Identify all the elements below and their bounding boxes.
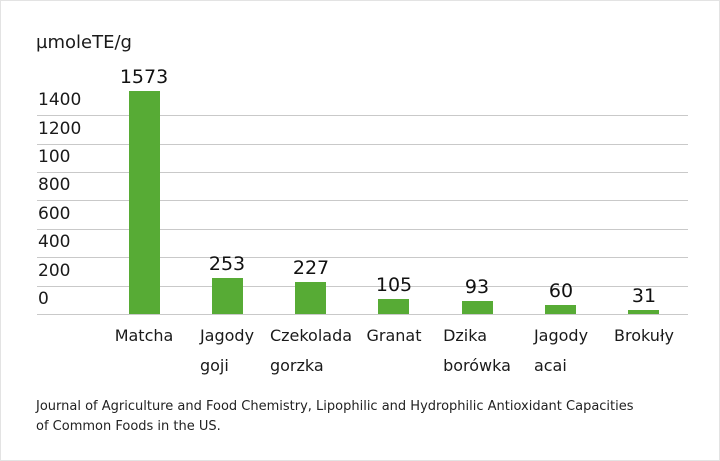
- y-axis-tick-label: 200: [38, 261, 71, 281]
- x-axis-category-label: Brokuły: [614, 321, 674, 351]
- bar-dzika-bor-wka: [462, 301, 493, 314]
- gridline: [37, 286, 688, 287]
- x-axis-category-label-line: Czekolada: [269, 326, 353, 345]
- bar-value-label: 60: [548, 280, 574, 302]
- bar-value-label: 227: [292, 257, 330, 279]
- bar-value-label: 31: [631, 285, 657, 307]
- y-axis-tick-label: 1200: [38, 119, 82, 139]
- x-axis-category-label-line: Jagody: [199, 326, 255, 345]
- x-axis-category-label-line: Matcha: [114, 326, 174, 345]
- gridline: [37, 144, 688, 145]
- bar-jagody-acai: [545, 305, 576, 314]
- bar-value-label: 93: [464, 276, 490, 298]
- bar-value-label: 1573: [119, 66, 169, 88]
- bar-value-label: 105: [375, 274, 413, 296]
- y-axis-tick-label: 800: [38, 175, 71, 195]
- gridline: [37, 115, 688, 116]
- y-axis-tick-label: 0: [38, 289, 49, 309]
- bar-granat: [378, 299, 409, 314]
- x-axis-category-label-line: gorzka: [269, 356, 324, 375]
- x-axis-category-label: Czekolada gorzka: [270, 321, 352, 381]
- y-axis-tick-label: 100: [38, 147, 71, 167]
- x-axis-category-label: Jagody goji: [200, 321, 254, 381]
- gridline: [37, 257, 688, 258]
- y-axis-unit-label: µmoleTE/g: [36, 32, 132, 53]
- x-axis-category-label: Matcha: [115, 321, 174, 351]
- x-axis-category-label-line: Brokuły: [614, 326, 674, 345]
- gridline: [37, 229, 688, 230]
- gridline: [37, 314, 688, 315]
- source-caption: Journal of Agriculture and Food Chemistr…: [36, 397, 634, 437]
- x-axis-category-label: Granat: [367, 321, 422, 351]
- bar-czekolada-gorzka: [295, 282, 326, 314]
- x-axis-category-label: Dzika borówka: [443, 321, 511, 381]
- bar-broku-y: [628, 310, 659, 314]
- x-axis-category-label-line: Granat: [366, 326, 422, 345]
- y-axis-tick-label: 400: [38, 232, 71, 252]
- x-axis-category-label: Jagody acai: [534, 321, 588, 381]
- x-axis-category-label-line: acai: [533, 356, 567, 375]
- bar-value-label: 253: [208, 253, 246, 275]
- x-axis-category-label-line: goji: [199, 356, 229, 375]
- gridline: [37, 200, 688, 201]
- bar-matcha: [129, 91, 160, 314]
- gridline: [37, 172, 688, 173]
- x-axis-category-label-line: borówka: [443, 356, 511, 375]
- y-axis-tick-label: 1400: [38, 90, 82, 110]
- source-caption-line-1: Journal of Agriculture and Food Chemistr…: [36, 399, 634, 414]
- x-axis-category-label-line: Jagody: [533, 326, 589, 345]
- source-caption-line-2: of Common Foods in the US.: [36, 419, 221, 434]
- x-axis-category-label-line: Dzika: [443, 326, 488, 345]
- bar-jagody-goji: [212, 278, 243, 314]
- y-axis-tick-label: 600: [38, 204, 71, 224]
